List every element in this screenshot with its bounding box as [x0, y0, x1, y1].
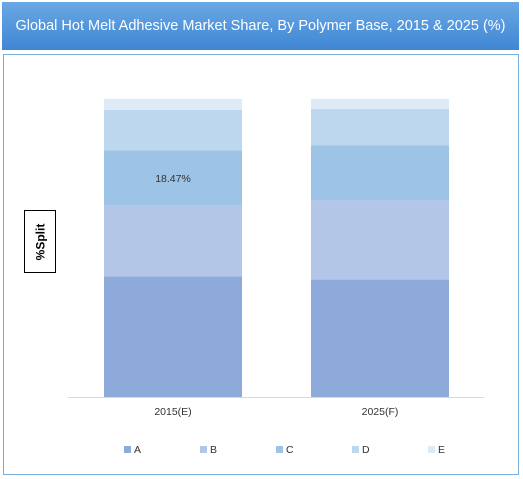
legend-label-c: C	[286, 444, 294, 456]
bar-d-1	[104, 109, 242, 151]
bar-a-1	[104, 276, 242, 397]
legend-label-b: B	[210, 444, 217, 456]
bar-c-2	[311, 145, 449, 201]
x-tick-label-1: 2015(E)	[154, 406, 191, 418]
chart-title: Global Hot Melt Adhesive Market Share, B…	[15, 18, 506, 34]
bar-b-2	[311, 200, 449, 280]
bar-b-1	[104, 205, 242, 277]
y-axis-label-box: %Split	[24, 210, 56, 273]
bar-c-1	[104, 150, 242, 206]
bar-e-1	[104, 99, 242, 110]
legend-swatch-e	[428, 446, 435, 453]
legend-swatch-a	[124, 446, 131, 453]
x-tick-label-2: 2025(F)	[362, 406, 399, 418]
bar-a-2	[311, 279, 449, 397]
bar-d-2	[311, 108, 449, 146]
bar-e-2	[311, 99, 449, 109]
legend-swatch-c	[276, 446, 283, 453]
legend-swatch-b	[200, 446, 207, 453]
legend-swatch-d	[352, 446, 359, 453]
data-label-1: 18.47%	[155, 173, 191, 185]
legend-label-d: D	[362, 444, 370, 456]
legend-label-e: E	[438, 444, 445, 456]
y-axis-label: %Split	[33, 223, 48, 260]
legend-label-a: A	[134, 444, 141, 456]
chart-header: Global Hot Melt Adhesive Market Share, B…	[2, 2, 519, 50]
